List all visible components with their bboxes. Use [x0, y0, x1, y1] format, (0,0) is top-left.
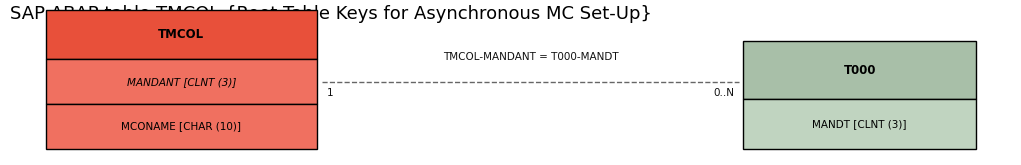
Text: MANDT [CLNT (3)]: MANDT [CLNT (3)] [813, 119, 907, 129]
Text: T000: T000 [843, 64, 876, 77]
Text: 1: 1 [327, 88, 333, 98]
Text: SAP ABAP table TMCOL {Root Table Keys for Asynchronous MC Set-Up}: SAP ABAP table TMCOL {Root Table Keys fo… [10, 5, 652, 23]
Text: TMCOL-MANDANT = T000-MANDT: TMCOL-MANDANT = T000-MANDT [442, 52, 619, 62]
FancyBboxPatch shape [46, 104, 317, 148]
Text: MCONAME [CHAR (10)]: MCONAME [CHAR (10)] [121, 121, 241, 131]
Text: TMCOL: TMCOL [158, 28, 204, 41]
Text: 0..N: 0..N [713, 88, 734, 98]
FancyBboxPatch shape [743, 99, 976, 148]
Text: MANDANT [CLNT (3)]: MANDANT [CLNT (3)] [127, 77, 236, 87]
FancyBboxPatch shape [46, 10, 317, 59]
FancyBboxPatch shape [743, 41, 976, 99]
FancyBboxPatch shape [46, 59, 317, 104]
